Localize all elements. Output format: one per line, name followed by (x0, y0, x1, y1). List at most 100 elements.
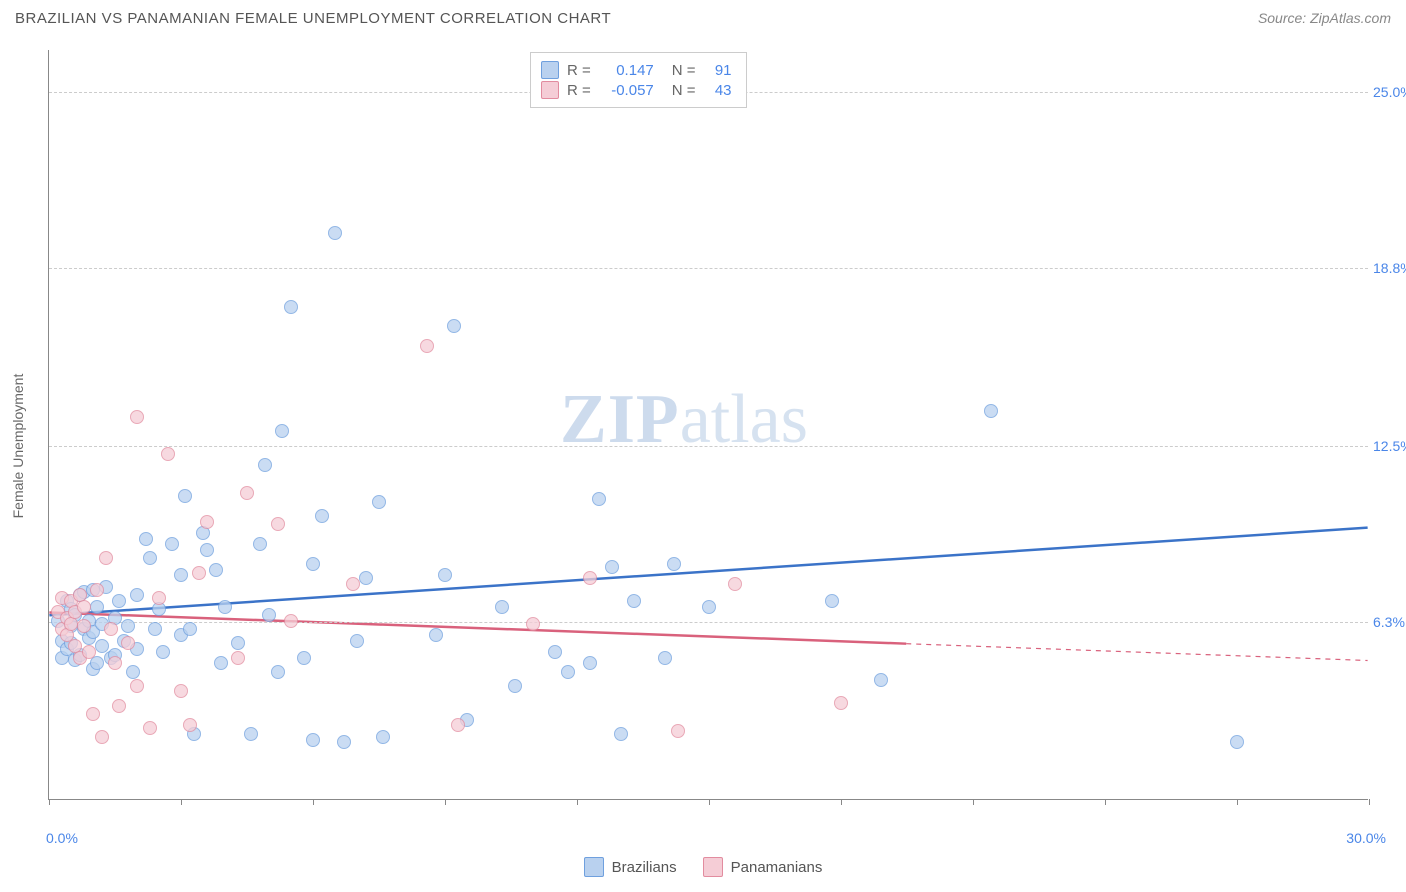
stats-row: R =0.147N =91 (541, 61, 732, 79)
r-label: R = (567, 82, 591, 99)
scatter-point (561, 665, 575, 679)
scatter-point (372, 495, 386, 509)
scatter-point (306, 733, 320, 747)
n-label: N = (672, 62, 696, 79)
legend-swatch (584, 857, 604, 877)
scatter-point (143, 721, 157, 735)
scatter-point (200, 543, 214, 557)
x-tick (1237, 799, 1238, 805)
scatter-point (548, 645, 562, 659)
scatter-point (258, 458, 272, 472)
x-tick (49, 799, 50, 805)
scatter-point (86, 707, 100, 721)
scatter-point (328, 226, 342, 240)
scatter-point (429, 628, 443, 642)
scatter-point (315, 509, 329, 523)
y-tick-label: 6.3% (1373, 614, 1406, 630)
scatter-point (306, 557, 320, 571)
scatter-point (77, 619, 91, 633)
scatter-point (200, 515, 214, 529)
scatter-point (95, 730, 109, 744)
scatter-point (508, 679, 522, 693)
scatter-point (359, 571, 373, 585)
scatter-point (178, 489, 192, 503)
scatter-point (825, 594, 839, 608)
scatter-point (108, 656, 122, 670)
scatter-point (275, 424, 289, 438)
scatter-point (1230, 735, 1244, 749)
scatter-point (702, 600, 716, 614)
gridline (49, 446, 1368, 447)
scatter-point (658, 651, 672, 665)
scatter-point (218, 600, 232, 614)
scatter-point (192, 566, 206, 580)
scatter-point (174, 568, 188, 582)
scatter-point (583, 656, 597, 670)
scatter-point (451, 718, 465, 732)
scatter-point (271, 665, 285, 679)
x-tick (1369, 799, 1370, 805)
scatter-point (350, 634, 364, 648)
scatter-point (438, 568, 452, 582)
n-label: N = (672, 82, 696, 99)
x-tick (973, 799, 974, 805)
scatter-point (346, 577, 360, 591)
scatter-point (253, 537, 267, 551)
scatter-point (143, 551, 157, 565)
x-tick (181, 799, 182, 805)
scatter-point (90, 583, 104, 597)
scatter-point (284, 614, 298, 628)
scatter-point (240, 486, 254, 500)
y-tick-label: 25.0% (1373, 84, 1406, 100)
scatter-point (284, 300, 298, 314)
scatter-point (139, 532, 153, 546)
scatter-point (834, 696, 848, 710)
scatter-point (112, 699, 126, 713)
scatter-point (874, 673, 888, 687)
scatter-point (984, 404, 998, 418)
n-value: 43 (704, 82, 732, 99)
scatter-point (583, 571, 597, 585)
x-tick (577, 799, 578, 805)
scatter-point (130, 679, 144, 693)
scatter-point (156, 645, 170, 659)
y-tick-label: 12.5% (1373, 438, 1406, 454)
scatter-point (174, 684, 188, 698)
scatter-point (271, 517, 285, 531)
scatter-point (183, 622, 197, 636)
r-value: 0.147 (599, 62, 654, 79)
scatter-point (627, 594, 641, 608)
x-tick (313, 799, 314, 805)
trendlines-svg (49, 50, 1368, 799)
stats-box: R =0.147N =91R =-0.057N =43 (530, 52, 747, 108)
x-tick (841, 799, 842, 805)
scatter-point (99, 551, 113, 565)
scatter-point (605, 560, 619, 574)
scatter-point (244, 727, 258, 741)
scatter-point (526, 617, 540, 631)
legend-swatch (703, 857, 723, 877)
scatter-point (231, 636, 245, 650)
scatter-point (126, 665, 140, 679)
x-axis-min-label: 0.0% (46, 830, 78, 846)
scatter-point (130, 588, 144, 602)
scatter-point (104, 622, 118, 636)
scatter-point (82, 645, 96, 659)
scatter-point (495, 600, 509, 614)
legend-swatch (541, 81, 559, 99)
scatter-point (614, 727, 628, 741)
scatter-point (297, 651, 311, 665)
scatter-point (148, 622, 162, 636)
scatter-point (161, 447, 175, 461)
scatter-point (209, 563, 223, 577)
scatter-point (165, 537, 179, 551)
scatter-point (337, 735, 351, 749)
scatter-point (77, 600, 91, 614)
legend-item: Panamanians (703, 857, 823, 877)
trendline-dashed (906, 644, 1367, 661)
scatter-point (671, 724, 685, 738)
r-label: R = (567, 62, 591, 79)
scatter-point (112, 594, 126, 608)
gridline (49, 268, 1368, 269)
gridline (49, 622, 1368, 623)
